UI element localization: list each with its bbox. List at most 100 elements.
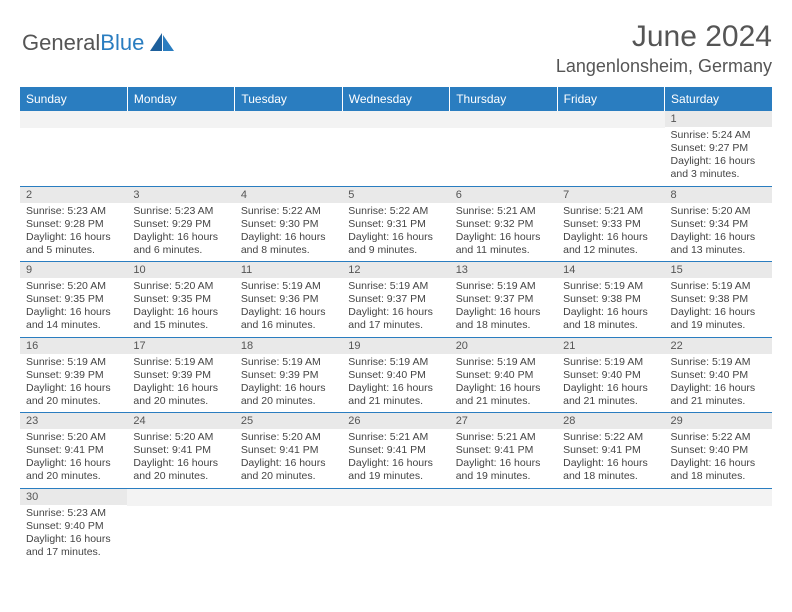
day-number: 7 — [557, 187, 664, 203]
day-number-empty — [20, 111, 127, 128]
day-number-empty — [557, 111, 664, 128]
calendar-header-row: SundayMondayTuesdayWednesdayThursdayFrid… — [20, 87, 772, 111]
day-body-empty — [665, 506, 772, 558]
daylight-text: Daylight: 16 hours and 21 minutes. — [671, 382, 766, 408]
day-number: 12 — [342, 262, 449, 278]
day-body: Sunrise: 5:19 AMSunset: 9:36 PMDaylight:… — [235, 278, 342, 337]
page-header: GeneralBlue June 2024 Langenlonsheim, Ge… — [20, 20, 772, 77]
day-number: 15 — [665, 262, 772, 278]
sunset-text: Sunset: 9:38 PM — [671, 293, 766, 306]
sunrise-text: Sunrise: 5:19 AM — [348, 280, 443, 293]
day-body-empty — [342, 506, 449, 558]
day-body-empty — [20, 128, 127, 180]
weekday-header: Wednesday — [342, 87, 449, 111]
calendar-table: SundayMondayTuesdayWednesdayThursdayFrid… — [20, 87, 772, 563]
daylight-text: Daylight: 16 hours and 9 minutes. — [348, 231, 443, 257]
calendar-week-row: 1Sunrise: 5:24 AMSunset: 9:27 PMDaylight… — [20, 111, 772, 186]
sunset-text: Sunset: 9:39 PM — [26, 369, 121, 382]
day-number-empty — [450, 489, 557, 506]
day-body: Sunrise: 5:21 AMSunset: 9:41 PMDaylight:… — [450, 429, 557, 488]
sunset-text: Sunset: 9:40 PM — [563, 369, 658, 382]
sunrise-text: Sunrise: 5:20 AM — [26, 431, 121, 444]
sunrise-text: Sunrise: 5:19 AM — [241, 356, 336, 369]
day-number: 27 — [450, 413, 557, 429]
calendar-day-cell: 16Sunrise: 5:19 AMSunset: 9:39 PMDayligh… — [20, 337, 127, 413]
day-body: Sunrise: 5:20 AMSunset: 9:41 PMDaylight:… — [127, 429, 234, 488]
day-number: 25 — [235, 413, 342, 429]
sunrise-text: Sunrise: 5:22 AM — [241, 205, 336, 218]
sunset-text: Sunset: 9:37 PM — [456, 293, 551, 306]
day-number-empty — [665, 489, 772, 506]
day-number: 11 — [235, 262, 342, 278]
calendar-day-cell: 28Sunrise: 5:22 AMSunset: 9:41 PMDayligh… — [557, 413, 664, 489]
daylight-text: Daylight: 16 hours and 21 minutes. — [563, 382, 658, 408]
calendar-day-cell — [20, 111, 127, 186]
sunrise-text: Sunrise: 5:20 AM — [241, 431, 336, 444]
title-block: June 2024 Langenlonsheim, Germany — [556, 20, 772, 77]
calendar-day-cell: 9Sunrise: 5:20 AMSunset: 9:35 PMDaylight… — [20, 262, 127, 338]
calendar-day-cell: 1Sunrise: 5:24 AMSunset: 9:27 PMDaylight… — [665, 111, 772, 186]
day-number: 5 — [342, 187, 449, 203]
daylight-text: Daylight: 16 hours and 21 minutes. — [348, 382, 443, 408]
calendar-day-cell: 11Sunrise: 5:19 AMSunset: 9:36 PMDayligh… — [235, 262, 342, 338]
day-body: Sunrise: 5:19 AMSunset: 9:38 PMDaylight:… — [557, 278, 664, 337]
day-body: Sunrise: 5:22 AMSunset: 9:30 PMDaylight:… — [235, 203, 342, 262]
day-body: Sunrise: 5:19 AMSunset: 9:39 PMDaylight:… — [127, 354, 234, 413]
calendar-body: 1Sunrise: 5:24 AMSunset: 9:27 PMDaylight… — [20, 111, 772, 563]
sunrise-text: Sunrise: 5:23 AM — [26, 205, 121, 218]
day-number: 1 — [665, 111, 772, 127]
day-body: Sunrise: 5:19 AMSunset: 9:38 PMDaylight:… — [665, 278, 772, 337]
sunrise-text: Sunrise: 5:23 AM — [26, 507, 121, 520]
daylight-text: Daylight: 16 hours and 19 minutes. — [348, 457, 443, 483]
day-number: 2 — [20, 187, 127, 203]
day-number: 21 — [557, 338, 664, 354]
calendar-day-cell: 20Sunrise: 5:19 AMSunset: 9:40 PMDayligh… — [450, 337, 557, 413]
daylight-text: Daylight: 16 hours and 3 minutes. — [671, 155, 766, 181]
day-body-empty — [557, 128, 664, 180]
logo-text-a: General — [22, 30, 100, 55]
day-number-empty — [450, 111, 557, 128]
day-body: Sunrise: 5:21 AMSunset: 9:41 PMDaylight:… — [342, 429, 449, 488]
sunrise-text: Sunrise: 5:19 AM — [133, 356, 228, 369]
sunset-text: Sunset: 9:37 PM — [348, 293, 443, 306]
weekday-header: Thursday — [450, 87, 557, 111]
daylight-text: Daylight: 16 hours and 8 minutes. — [241, 231, 336, 257]
calendar-day-cell: 23Sunrise: 5:20 AMSunset: 9:41 PMDayligh… — [20, 413, 127, 489]
day-body: Sunrise: 5:24 AMSunset: 9:27 PMDaylight:… — [665, 127, 772, 186]
calendar-day-cell: 6Sunrise: 5:21 AMSunset: 9:32 PMDaylight… — [450, 186, 557, 262]
sunrise-text: Sunrise: 5:21 AM — [563, 205, 658, 218]
sunset-text: Sunset: 9:41 PM — [241, 444, 336, 457]
sunset-text: Sunset: 9:32 PM — [456, 218, 551, 231]
day-body-empty — [127, 506, 234, 558]
daylight-text: Daylight: 16 hours and 20 minutes. — [133, 457, 228, 483]
day-body: Sunrise: 5:19 AMSunset: 9:39 PMDaylight:… — [235, 354, 342, 413]
sunrise-text: Sunrise: 5:19 AM — [241, 280, 336, 293]
daylight-text: Daylight: 16 hours and 20 minutes. — [241, 457, 336, 483]
day-number: 28 — [557, 413, 664, 429]
calendar-day-cell: 15Sunrise: 5:19 AMSunset: 9:38 PMDayligh… — [665, 262, 772, 338]
sunset-text: Sunset: 9:30 PM — [241, 218, 336, 231]
sunset-text: Sunset: 9:36 PM — [241, 293, 336, 306]
daylight-text: Daylight: 16 hours and 21 minutes. — [456, 382, 551, 408]
daylight-text: Daylight: 16 hours and 18 minutes. — [563, 306, 658, 332]
sunset-text: Sunset: 9:33 PM — [563, 218, 658, 231]
calendar-day-cell: 2Sunrise: 5:23 AMSunset: 9:28 PMDaylight… — [20, 186, 127, 262]
calendar-day-cell — [127, 111, 234, 186]
sunset-text: Sunset: 9:41 PM — [563, 444, 658, 457]
logo: GeneralBlue — [20, 30, 174, 56]
daylight-text: Daylight: 16 hours and 18 minutes. — [456, 306, 551, 332]
sunset-text: Sunset: 9:27 PM — [671, 142, 766, 155]
sunset-text: Sunset: 9:40 PM — [671, 369, 766, 382]
day-number: 29 — [665, 413, 772, 429]
day-number: 19 — [342, 338, 449, 354]
daylight-text: Daylight: 16 hours and 15 minutes. — [133, 306, 228, 332]
daylight-text: Daylight: 16 hours and 19 minutes. — [671, 306, 766, 332]
day-body-empty — [342, 128, 449, 180]
daylight-text: Daylight: 16 hours and 12 minutes. — [563, 231, 658, 257]
sunrise-text: Sunrise: 5:19 AM — [26, 356, 121, 369]
sunrise-text: Sunrise: 5:22 AM — [563, 431, 658, 444]
sunset-text: Sunset: 9:41 PM — [348, 444, 443, 457]
calendar-week-row: 23Sunrise: 5:20 AMSunset: 9:41 PMDayligh… — [20, 413, 772, 489]
day-number: 17 — [127, 338, 234, 354]
sunrise-text: Sunrise: 5:21 AM — [348, 431, 443, 444]
